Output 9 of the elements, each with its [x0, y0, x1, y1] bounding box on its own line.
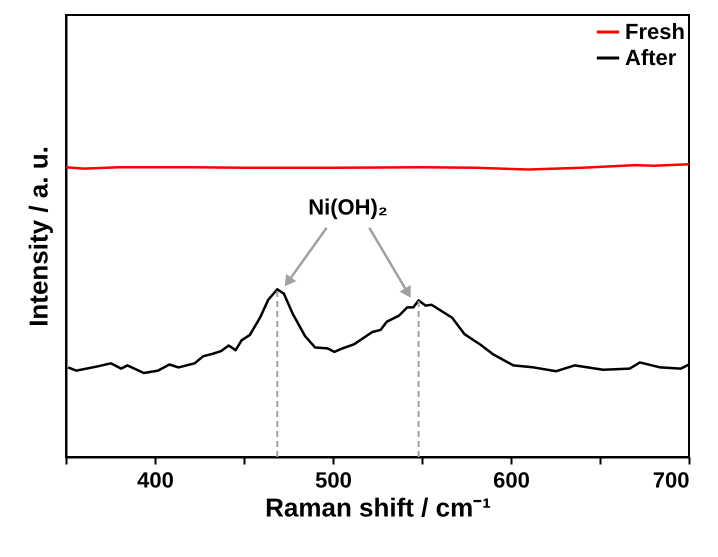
x-tick-label: 400: [137, 468, 174, 492]
x-tick-label: 700: [652, 468, 690, 492]
annotation: Ni(OH)₂: [308, 194, 388, 220]
x-tick-label: 500: [315, 468, 352, 492]
legend-label: Fresh: [625, 19, 685, 44]
x-tick-label: 600: [493, 468, 530, 492]
x-axis-title: Raman shift / cm⁻¹: [265, 492, 491, 522]
y-axis-title: Intensity / a. u.: [24, 146, 54, 327]
legend-label: After: [625, 45, 677, 70]
